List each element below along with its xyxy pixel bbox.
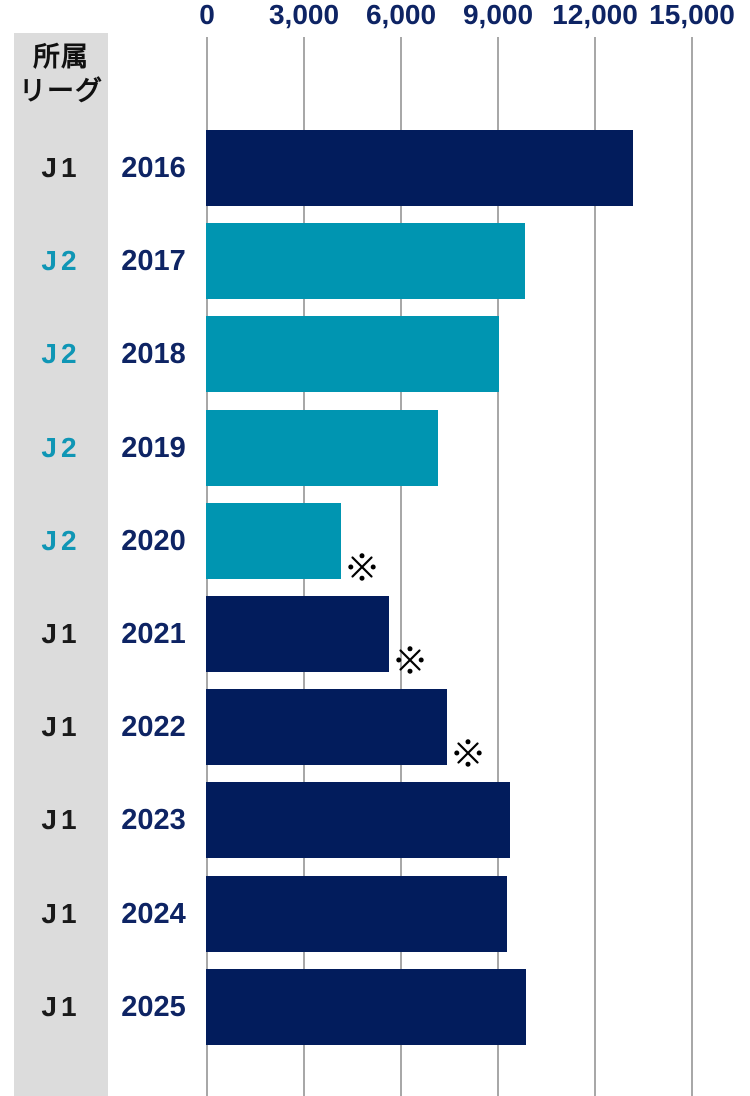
axis-tick-label-0: 0 xyxy=(199,0,215,30)
bar-2020 xyxy=(206,503,341,579)
league-label-2022: J1 xyxy=(41,711,81,742)
league-label-2020: J2 xyxy=(41,525,81,556)
year-label-2024: 2024 xyxy=(121,898,186,930)
bar-2024 xyxy=(206,876,507,952)
league-label-2021: J1 xyxy=(41,618,81,649)
axis-tick-label-12,000: 12,000 xyxy=(552,0,638,30)
year-label-2020: 2020 xyxy=(121,525,186,557)
bar-2021 xyxy=(206,596,389,672)
bar-2025 xyxy=(206,969,526,1045)
axis-tick-label-15,000: 15,000 xyxy=(649,0,735,30)
bar-2016 xyxy=(206,130,633,206)
league-column-header-line1: 所属 xyxy=(33,42,89,72)
league-column-header: 所属 リーグ xyxy=(14,40,108,108)
year-label-2025: 2025 xyxy=(121,991,186,1023)
bar-2017 xyxy=(206,223,525,299)
bar-2023 xyxy=(206,782,510,858)
axis-tick-label-6,000: 6,000 xyxy=(365,0,437,30)
league-label-2025: J1 xyxy=(41,991,81,1022)
bar-2022 xyxy=(206,689,447,765)
gridline-6,000 xyxy=(400,37,402,1096)
league-column-background xyxy=(14,33,108,1096)
bar-2018 xyxy=(206,316,499,392)
year-label-2022: 2022 xyxy=(121,711,186,743)
year-label-2023: 2023 xyxy=(121,804,186,836)
reference-mark-icon xyxy=(452,737,484,769)
bar-2019 xyxy=(206,410,438,486)
league-label-2019: J2 xyxy=(41,432,81,463)
league-label-2024: J1 xyxy=(41,898,81,929)
axis-tick-label-9,000: 9,000 xyxy=(462,0,534,30)
league-label-2018: J2 xyxy=(41,338,81,369)
reference-mark-icon xyxy=(394,644,426,676)
gridline-9,000 xyxy=(497,37,499,1096)
year-label-2017: 2017 xyxy=(121,245,186,277)
gridline-12,000 xyxy=(594,37,596,1096)
year-label-2021: 2021 xyxy=(121,618,186,650)
gridline-15,000 xyxy=(691,37,693,1096)
league-label-2023: J1 xyxy=(41,804,81,835)
league-label-2017: J2 xyxy=(41,245,81,276)
reference-mark-icon xyxy=(346,551,378,583)
year-label-2018: 2018 xyxy=(121,338,186,370)
year-label-2019: 2019 xyxy=(121,432,186,464)
axis-tick-label-3,000: 3,000 xyxy=(268,0,340,30)
league-label-2016: J1 xyxy=(41,152,81,183)
year-label-2016: 2016 xyxy=(121,152,186,184)
league-column-header-line2: リーグ xyxy=(19,76,103,106)
